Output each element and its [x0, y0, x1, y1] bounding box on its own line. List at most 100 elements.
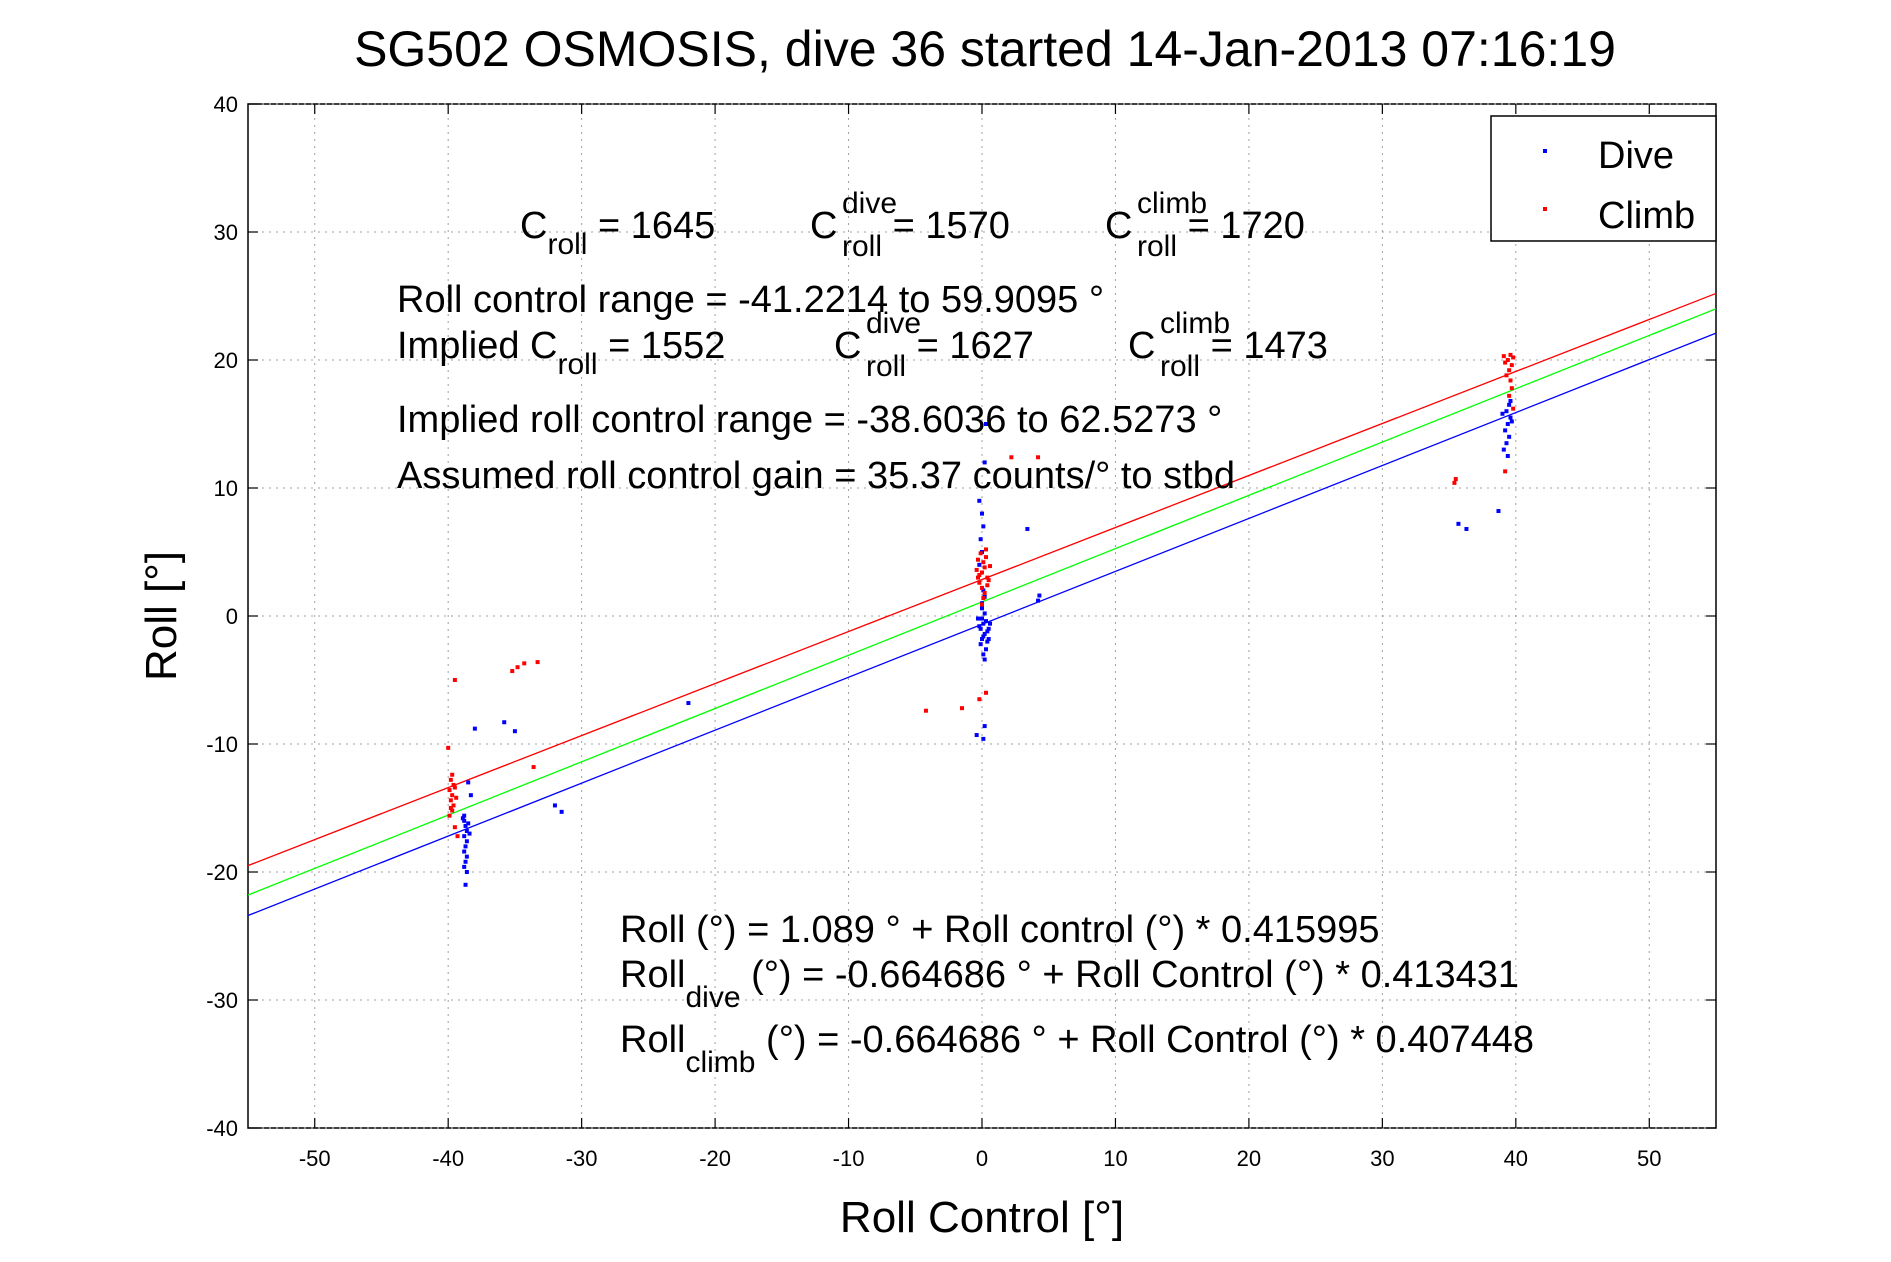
- implied-c-roll-value: = 1552: [598, 325, 726, 367]
- dive-point: [1504, 441, 1509, 446]
- c-dive-symbol: C: [810, 205, 837, 247]
- climb-point: [984, 547, 989, 552]
- climb-point: [522, 661, 527, 666]
- y-tick-label: -40: [206, 1116, 238, 1141]
- y-tick-label: 30: [214, 220, 238, 245]
- climb-point: [1508, 378, 1513, 383]
- climb-point: [448, 806, 453, 810]
- dive-point: [1509, 419, 1514, 424]
- climb-equation-subscript: climb: [685, 1046, 755, 1079]
- dive-point: [978, 537, 983, 542]
- implied-c-dive-symbol: C: [834, 325, 861, 367]
- dive-point: [982, 611, 987, 616]
- dive-point: [974, 733, 979, 738]
- annotation-implied-range: Implied roll control range = -38.6036 to…: [397, 399, 1222, 441]
- climb-point: [984, 690, 989, 695]
- climb-point: [1036, 455, 1041, 460]
- climb-point: [515, 665, 520, 670]
- implied-c-dive-superscript: dive: [866, 307, 921, 340]
- climb-point: [1452, 480, 1457, 485]
- dive-point: [552, 803, 557, 808]
- climb-point: [452, 825, 457, 830]
- dive-point: [984, 422, 989, 426]
- climb-point: [446, 745, 451, 750]
- dive-point: [978, 642, 983, 647]
- dive-point: [686, 701, 691, 706]
- climb-equation-rest: (°) = -0.664686 ° + Roll Control (°) * 0…: [755, 1019, 1534, 1061]
- annotation-gain: Assumed roll control gain = 35.37 counts…: [397, 455, 1235, 497]
- climb-point: [981, 560, 986, 565]
- dive-point: [986, 637, 991, 642]
- climb-point: [455, 834, 460, 839]
- c-climb-symbol: C: [1105, 205, 1132, 247]
- dive-point: [466, 821, 471, 826]
- dive-point: [1508, 398, 1513, 403]
- dive-point: [1505, 454, 1510, 458]
- dive-point: [1500, 411, 1505, 416]
- climb-point: [977, 697, 982, 702]
- climb-point: [986, 578, 991, 583]
- dive-point: [512, 729, 517, 734]
- dive-point: [978, 626, 983, 631]
- dive-point: [981, 588, 986, 593]
- annotation-roll-control-range: Roll control range = -41.2214 to 59.9095…: [397, 279, 1104, 321]
- dive-point: [977, 624, 982, 629]
- c-dive-superscript: dive: [842, 187, 897, 220]
- x-tick-label: 10: [1103, 1146, 1127, 1171]
- dive-point: [463, 882, 468, 887]
- dive-point: [982, 460, 987, 465]
- y-axis-label: Roll [°]: [137, 551, 186, 681]
- climb-point: [980, 602, 984, 607]
- dive-equation-label: Roll: [620, 954, 685, 996]
- climb-point: [451, 782, 456, 787]
- dive-equation-rest: (°) = -0.664686 ° + Roll Control (°) * 0…: [741, 954, 1520, 996]
- climb-point: [981, 596, 986, 601]
- climb-point: [448, 777, 453, 782]
- c-climb-superscript: climb: [1137, 187, 1207, 220]
- c-climb-subscript: roll: [1137, 230, 1177, 263]
- climb-point: [1453, 477, 1458, 482]
- chart-title: SG502 OSMOSIS, dive 36 started 14-Jan-20…: [354, 21, 1616, 77]
- dive-point: [985, 629, 990, 634]
- dive-point: [463, 823, 468, 828]
- dive-point: [988, 621, 993, 626]
- dive-point: [982, 724, 987, 729]
- climb-equation-label: Roll: [620, 1019, 685, 1061]
- climb-point: [510, 669, 515, 674]
- climb-point: [448, 798, 453, 803]
- x-tick-label: -10: [833, 1146, 865, 1171]
- dive-point: [975, 616, 980, 621]
- implied-c-dive-value: = 1627: [906, 325, 1034, 367]
- x-tick-label: -40: [432, 1146, 464, 1171]
- x-tick-label: 0: [976, 1146, 988, 1171]
- climb-point: [1503, 469, 1508, 474]
- climb-point: [1009, 455, 1014, 460]
- y-tick-label: 10: [214, 476, 238, 501]
- dive-point: [981, 634, 986, 639]
- climb-point: [451, 803, 456, 808]
- legend-marker-climb: [1543, 207, 1547, 211]
- c-climb-value: = 1720: [1177, 205, 1305, 247]
- climb-point: [1509, 386, 1514, 391]
- y-tick-label: 0: [226, 604, 238, 629]
- climb-point: [977, 573, 982, 578]
- climb-point: [1509, 363, 1514, 368]
- climb-point: [450, 772, 455, 777]
- climb-point: [447, 788, 452, 793]
- dive-point: [1456, 521, 1461, 526]
- c-roll-symbol: C: [520, 205, 547, 247]
- dive-point: [462, 849, 467, 854]
- dive-point: [1507, 434, 1512, 439]
- c-roll-subscript: roll: [547, 228, 587, 261]
- c-roll-value: = 1645: [587, 205, 715, 247]
- grid-layer: [248, 103, 1716, 1129]
- dive-point: [463, 844, 468, 849]
- y-tick-label: 40: [214, 92, 238, 117]
- climb-point: [450, 808, 455, 813]
- dive-point: [1504, 409, 1509, 414]
- implied-c-climb-subscript: roll: [1160, 350, 1200, 383]
- dive-point: [464, 854, 469, 859]
- dive-point: [984, 619, 989, 624]
- climb-point: [923, 708, 928, 713]
- tick-layer: -50 -40 -30 -20 -10 0 10 20 30 40 50 -40 -30 -20 -10 0 1…: [206, 92, 1716, 1171]
